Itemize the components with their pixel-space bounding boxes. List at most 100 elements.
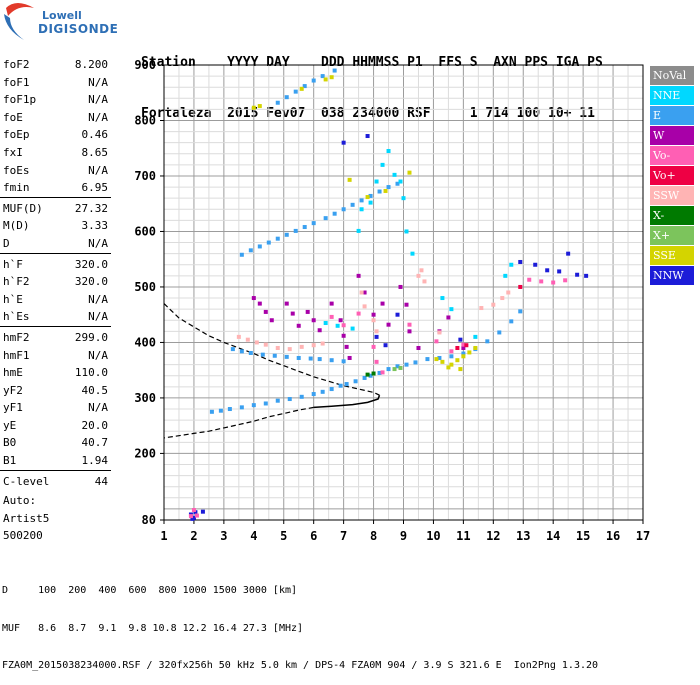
echo-point	[359, 198, 364, 203]
echo-point	[299, 394, 304, 399]
footer-info: D 100 200 400 600 800 1000 1500 3000 [km…	[2, 560, 598, 685]
echo-point	[539, 279, 544, 284]
echo-point	[305, 309, 310, 314]
x-tick-label: 13	[516, 529, 530, 543]
echo-point	[284, 354, 289, 359]
param-value: 1.94	[81, 454, 109, 468]
echo-point	[239, 252, 244, 257]
param-value: N/A	[88, 110, 108, 124]
echo-point	[485, 339, 490, 344]
param-separator	[0, 325, 111, 327]
echo-point	[341, 323, 346, 328]
echo-point	[461, 351, 466, 356]
echo-point	[353, 379, 358, 384]
echo-point	[287, 397, 292, 402]
echo-point	[500, 296, 505, 301]
param-row: hmF1 N/A	[0, 347, 111, 365]
x-tick-label: 9	[400, 529, 407, 543]
echo-point	[296, 323, 301, 328]
param-row: fmin 6.95	[0, 179, 111, 197]
echo-point	[374, 179, 379, 184]
y-tick-label: 80	[142, 513, 156, 527]
x-tick-label: 7	[340, 529, 347, 543]
autoscaling-block: Auto: Artist5 500200	[0, 492, 111, 545]
echo-point	[311, 318, 316, 323]
digisonde-logo: Lowell DIGISONDE	[0, 0, 130, 50]
param-value: 20.0	[81, 418, 109, 432]
param-label: h`Es	[3, 310, 30, 324]
param-value: 8.200	[74, 58, 108, 71]
x-tick-label: 17	[636, 529, 650, 543]
echo-point	[368, 193, 373, 198]
echo-point	[449, 354, 454, 359]
legend-item: E	[650, 106, 694, 125]
param-label: hmF2	[3, 330, 30, 344]
param-label: D	[3, 236, 10, 250]
echo-point	[392, 172, 397, 177]
param-label: MUF(D)	[3, 201, 43, 215]
echo-point	[449, 307, 454, 312]
param-label: h`F2	[3, 275, 30, 289]
x-tick-label: 12	[486, 529, 500, 543]
echo-point	[371, 371, 376, 376]
echo-point	[317, 328, 322, 333]
param-label: foF1p	[3, 93, 37, 107]
y-tick-label: 300	[134, 391, 156, 405]
param-value: 27.32	[74, 201, 108, 215]
param-value: N/A	[88, 93, 108, 107]
echo-point	[275, 100, 280, 105]
echo-point	[230, 347, 235, 352]
echo-point	[344, 382, 349, 387]
echo-point	[404, 302, 409, 307]
echo-point	[461, 345, 466, 350]
echo-point	[386, 367, 391, 372]
param-row: foEs N/A	[0, 162, 111, 180]
x-tick-label: 14	[546, 529, 560, 543]
x-tick-label: 3	[220, 529, 227, 543]
y-tick-label: 400	[134, 335, 156, 349]
param-value: 299.0	[74, 330, 108, 344]
param-value: 40.5	[81, 383, 109, 397]
echo-point	[416, 345, 421, 350]
echo-point	[527, 277, 532, 282]
param-label: h`E	[3, 292, 23, 306]
echo-point	[311, 221, 316, 226]
echo-point	[251, 403, 256, 408]
echo-point	[227, 407, 232, 412]
param-value: N/A	[88, 236, 108, 250]
echo-point	[347, 177, 352, 182]
param-row: MUF(D) 27.32	[0, 200, 111, 218]
param-row: M(D) 3.33	[0, 217, 111, 235]
echo-point	[497, 330, 502, 335]
echo-point	[374, 329, 379, 334]
echo-point	[446, 365, 451, 370]
param-row: fxI 8.65	[0, 144, 111, 162]
echo-point	[458, 337, 463, 342]
echo-point	[194, 513, 199, 518]
scaled-parameters-panel: foF2 8.200 foF1 N/A foF1p N/A foE N/A foEp 0.46 fx…	[0, 56, 111, 545]
echo-point	[380, 370, 385, 375]
param-row: yF2 40.5	[0, 382, 111, 400]
param-label: foEs	[3, 163, 30, 177]
echo-point	[410, 251, 415, 256]
echo-point	[365, 195, 370, 200]
echo-point	[551, 280, 556, 285]
param-row: hmF2 299.0	[0, 329, 111, 347]
logo-brand-text: Lowell	[42, 9, 82, 22]
param-value: 110.0	[74, 366, 108, 380]
echo-point	[341, 207, 346, 212]
x-tick-label: 10	[426, 529, 440, 543]
echo-point	[362, 375, 367, 380]
param-label: M(D)	[3, 219, 30, 233]
echo-point	[533, 262, 538, 267]
x-tick-label: 1	[160, 529, 167, 543]
echo-point	[503, 273, 508, 278]
echo-point	[218, 408, 223, 413]
echo-point	[311, 392, 316, 397]
param-label: yE	[3, 418, 17, 432]
echo-point	[275, 398, 280, 403]
y-tick-label: 600	[134, 224, 156, 238]
param-value: 6.95	[81, 181, 109, 195]
param-label: foF1	[3, 75, 30, 89]
echo-point	[338, 383, 343, 388]
